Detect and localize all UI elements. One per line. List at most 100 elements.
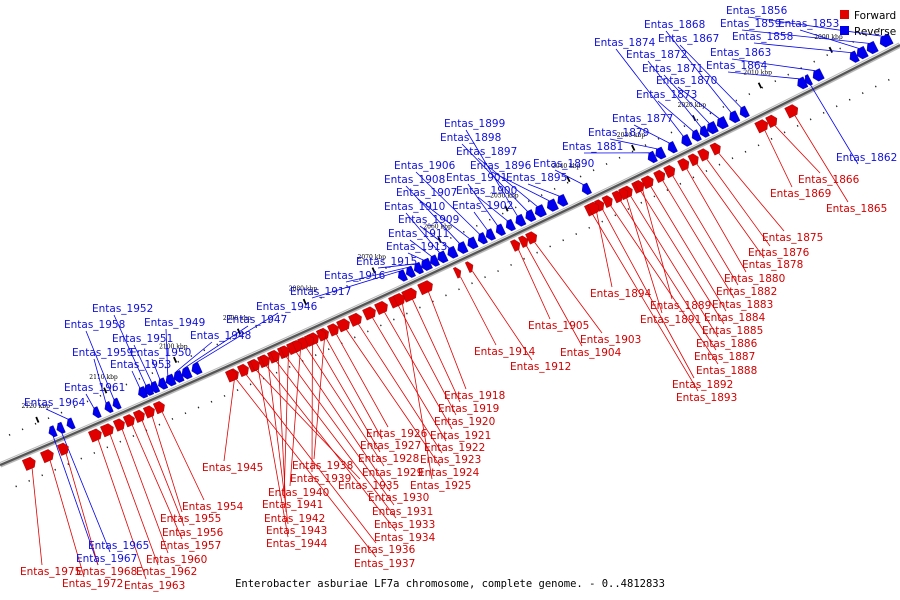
gene-label-1937[interactable]: Entas_1937 bbox=[354, 558, 415, 570]
gene-label-1871[interactable]: Entas_1871 bbox=[642, 63, 703, 75]
gene-feature-1919[interactable] bbox=[401, 287, 417, 303]
gene-feature-1911[interactable] bbox=[429, 254, 440, 267]
gene-label-1882[interactable]: Entas_1882 bbox=[716, 286, 777, 298]
gene-label-1865[interactable]: Entas_1865 bbox=[826, 203, 887, 215]
gene-feature-1872[interactable] bbox=[699, 125, 710, 138]
gene-feature-1859[interactable] bbox=[866, 40, 879, 55]
gene-label-1911[interactable]: Entas_1911 bbox=[388, 228, 449, 240]
gene-feature-1975[interactable] bbox=[21, 456, 36, 471]
gene-label-1939[interactable]: Entas_1939 bbox=[290, 473, 351, 485]
gene-feature-1870[interactable] bbox=[716, 116, 729, 130]
gene-label-1934[interactable]: Entas_1934 bbox=[374, 532, 436, 544]
gene-label-1876[interactable]: Entas_1876 bbox=[748, 247, 810, 259]
gene-feature-1875[interactable] bbox=[709, 142, 721, 156]
gene-label-1908[interactable]: Entas_1908 bbox=[384, 174, 445, 186]
gene-label-1890[interactable]: Entas_1890 bbox=[533, 158, 594, 170]
gene-label-1920[interactable]: Entas_1920 bbox=[434, 416, 495, 428]
gene-label-1918[interactable]: Entas_1918 bbox=[444, 390, 505, 402]
gene-label-1922[interactable]: Entas_1922 bbox=[424, 442, 485, 454]
gene-label-1951[interactable]: Entas_1951 bbox=[112, 333, 173, 345]
gene-feature-1901[interactable] bbox=[495, 223, 506, 236]
gene-label-1907[interactable]: Entas_1907 bbox=[396, 187, 457, 199]
gene-label-1912[interactable]: Entas_1912 bbox=[510, 361, 571, 373]
gene-feature-1967[interactable] bbox=[48, 425, 58, 438]
gene-label-1947[interactable]: Entas_1947 bbox=[226, 314, 287, 326]
gene-label-1954[interactable]: Entas_1954 bbox=[182, 501, 244, 513]
gene-feature-1949[interactable] bbox=[165, 373, 177, 387]
gene-feature-1905[interactable] bbox=[510, 239, 521, 252]
gene-label-1863[interactable]: Entas_1863 bbox=[710, 47, 771, 59]
gene-label-1903[interactable]: Entas_1903 bbox=[580, 334, 641, 346]
gene-label-1893[interactable]: Entas_1893 bbox=[676, 392, 737, 404]
gene-label-1940[interactable]: Entas_1940 bbox=[268, 487, 329, 499]
gene-feature-1867[interactable] bbox=[739, 105, 750, 118]
gene-feature-1958[interactable] bbox=[112, 397, 122, 410]
gene-label-1928[interactable]: Entas_1928 bbox=[358, 453, 419, 465]
gene-feature-1912[interactable] bbox=[464, 261, 474, 273]
gene-label-1870[interactable]: Entas_1870 bbox=[656, 75, 717, 87]
gene-feature-1889[interactable] bbox=[634, 180, 645, 193]
gene-label-1878[interactable]: Entas_1878 bbox=[742, 259, 803, 271]
gene-feature-1871[interactable] bbox=[706, 120, 719, 135]
gene-label-1885[interactable]: Entas_1885 bbox=[702, 325, 763, 337]
gene-label-1880[interactable]: Entas_1880 bbox=[724, 273, 785, 285]
gene-feature-1955[interactable] bbox=[142, 405, 155, 419]
gene-feature-1881[interactable] bbox=[647, 150, 658, 164]
gene-label-1913[interactable]: Entas_1913 bbox=[386, 241, 447, 253]
gene-feature-1865[interactable] bbox=[784, 104, 799, 119]
gene-feature-1954[interactable] bbox=[152, 401, 165, 415]
gene-label-1881[interactable]: Entas_1881 bbox=[562, 141, 623, 153]
gene-feature-1902[interactable] bbox=[485, 228, 496, 241]
gene-label-1915[interactable]: Entas_1915 bbox=[356, 256, 417, 268]
gene-label-1868[interactable]: Entas_1868 bbox=[644, 19, 705, 31]
gene-feature-1963[interactable] bbox=[88, 428, 102, 443]
gene-label-1957[interactable]: Entas_1957 bbox=[160, 540, 221, 552]
gene-label-1901[interactable]: Entas_1901 bbox=[446, 172, 507, 184]
gene-feature-1888[interactable] bbox=[601, 195, 613, 209]
gene-feature-1858[interactable] bbox=[849, 50, 860, 63]
gene-label-1950[interactable]: Entas_1950 bbox=[130, 347, 191, 359]
gene-label-1888[interactable]: Entas_1888 bbox=[696, 365, 757, 377]
gene-label-1866[interactable]: Entas_1866 bbox=[798, 174, 860, 186]
gene-label-1897[interactable]: Entas_1897 bbox=[456, 146, 517, 158]
gene-label-1963[interactable]: Entas_1963 bbox=[124, 580, 185, 592]
gene-feature-1883[interactable] bbox=[653, 169, 666, 184]
gene-label-1872[interactable]: Entas_1872 bbox=[626, 49, 687, 61]
gene-feature-1909[interactable] bbox=[447, 245, 459, 259]
gene-label-1873[interactable]: Entas_1873 bbox=[636, 89, 697, 101]
gene-feature-1922[interactable] bbox=[362, 306, 376, 321]
gene-feature-1964[interactable] bbox=[66, 417, 76, 430]
gene-label-1887[interactable]: Entas_1887 bbox=[694, 351, 755, 363]
gene-feature-1879[interactable] bbox=[655, 146, 667, 160]
gene-feature-1959[interactable] bbox=[104, 401, 114, 414]
gene-feature-1900[interactable] bbox=[505, 218, 516, 232]
gene-feature-1941[interactable] bbox=[279, 345, 291, 358]
gene-feature-1948[interactable] bbox=[173, 370, 185, 383]
gene-feature-1908[interactable] bbox=[457, 241, 469, 254]
gene-label-1924[interactable]: Entas_1924 bbox=[418, 467, 480, 479]
gene-label-1858[interactable]: Entas_1858 bbox=[732, 31, 793, 43]
gene-label-1948[interactable]: Entas_1948 bbox=[190, 330, 251, 342]
gene-feature-1878[interactable] bbox=[687, 153, 699, 167]
gene-label-1923[interactable]: Entas_1923 bbox=[420, 454, 481, 466]
gene-label-1879[interactable]: Entas_1879 bbox=[588, 127, 649, 139]
gene-feature-1880[interactable] bbox=[677, 158, 690, 172]
gene-label-1891[interactable]: Entas_1891 bbox=[640, 314, 701, 326]
gene-feature-1965[interactable] bbox=[56, 421, 66, 434]
gene-feature-1882[interactable] bbox=[663, 164, 676, 179]
gene-feature-1897[interactable] bbox=[534, 204, 547, 218]
gene-label-1931[interactable]: Entas_1931 bbox=[372, 506, 433, 518]
gene-label-1894[interactable]: Entas_1894 bbox=[590, 288, 652, 300]
gene-feature-1916[interactable] bbox=[405, 265, 416, 278]
gene-label-1859[interactable]: Entas_1859 bbox=[720, 18, 781, 30]
gene-feature-1957[interactable] bbox=[122, 414, 135, 428]
gene-feature-1873[interactable] bbox=[691, 129, 702, 142]
gene-label-1936[interactable]: Entas_1936 bbox=[354, 544, 416, 556]
gene-label-1935[interactable]: Entas_1935 bbox=[338, 480, 399, 492]
gene-label-1943[interactable]: Entas_1943 bbox=[266, 525, 327, 537]
gene-feature-1898[interactable] bbox=[525, 209, 537, 222]
gene-feature-1939[interactable] bbox=[303, 334, 315, 347]
gene-label-1921[interactable]: Entas_1921 bbox=[430, 430, 491, 442]
gene-label-1952[interactable]: Entas_1952 bbox=[92, 303, 153, 315]
gene-feature-1869[interactable] bbox=[754, 119, 769, 134]
